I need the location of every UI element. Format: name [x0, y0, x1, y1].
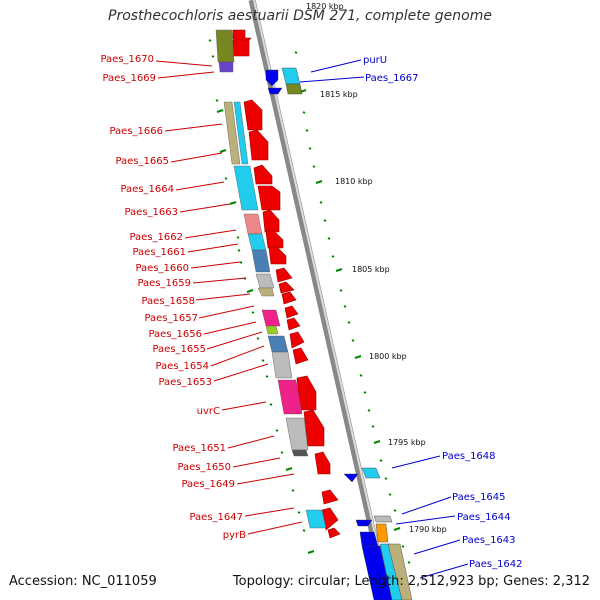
gene-label: Paes_1654	[155, 361, 209, 372]
scale-ticks	[208, 39, 411, 564]
gene-label: Paes_1665	[115, 156, 169, 167]
gene-label: pyrB	[223, 530, 246, 541]
genome-backbone-highlight	[253, 0, 391, 600]
gene-label: Paes_1642	[469, 559, 523, 570]
genome-summary: Topology: circular; Length: 2,512,923 bp…	[232, 574, 590, 589]
gene-label: Paes_1662	[129, 232, 183, 243]
gene-label: Paes_1664	[120, 184, 174, 195]
scale-label: 1790 kbp	[409, 525, 447, 534]
gene-label: Paes_1663	[124, 207, 178, 218]
left-gene-labels: Paes_1670 Paes_1669 Paes_1666 Paes_1665 …	[100, 54, 246, 541]
gene-label: Paes_1655	[152, 344, 206, 355]
gene-label: uvrC	[197, 406, 220, 417]
gene-label: Paes_1649	[181, 479, 235, 490]
scale-label: 1795 kbp	[388, 438, 426, 447]
right-gene-labels: purU Paes_1667 Paes_1648 Paes_1645 Paes_…	[363, 55, 523, 570]
right-leader-lines	[299, 59, 469, 579]
gene-label: Paes_1650	[177, 462, 231, 473]
gene-label: Paes_1657	[144, 313, 198, 324]
gene-label: Paes_1645	[452, 492, 506, 503]
gene-label: Paes_1666	[109, 126, 163, 137]
gene-label: Paes_1643	[462, 535, 516, 546]
gene-label: Paes_1648	[442, 451, 496, 462]
gene-label: Paes_1669	[102, 73, 156, 84]
gene-label: Paes_1661	[132, 247, 186, 258]
scale-label: 1815 kbp	[320, 90, 358, 99]
left-leader-lines	[155, 60, 303, 535]
gene-label: Paes_1667	[365, 73, 419, 84]
gene-label: Paes_1658	[141, 296, 195, 307]
gene-label: Paes_1659	[137, 278, 191, 289]
gene-label: Paes_1660	[135, 263, 189, 274]
reverse-strand-genes	[265, 67, 413, 600]
genome-backbone	[248, 0, 392, 600]
forward-strand-genes	[232, 29, 341, 539]
map-title-overlay: Prosthecochloris aestuarii DSM 271, comp…	[108, 8, 492, 24]
gene-label: Paes_1653	[158, 377, 212, 388]
scale-label: 1800 kbp	[369, 352, 407, 361]
scale-label: 1810 kbp	[335, 177, 373, 186]
gene-label: Paes_1644	[457, 512, 511, 523]
gene-label: Paes_1647	[189, 512, 243, 523]
gene-label: purU	[363, 55, 387, 66]
gene-label: Paes_1651	[172, 443, 226, 454]
gene-label: Paes_1670	[100, 54, 154, 65]
gene-label: Paes_1656	[148, 329, 202, 340]
scale-labels: 1820 kbp 1815 kbp 1810 kbp 1805 kbp 1800…	[306, 2, 447, 534]
scale-label: 1820 kbp	[306, 2, 344, 11]
accession-text: Accession: NC_011059	[9, 574, 157, 589]
gene-blocks	[215, 29, 327, 529]
scale-label: 1805 kbp	[352, 265, 390, 274]
